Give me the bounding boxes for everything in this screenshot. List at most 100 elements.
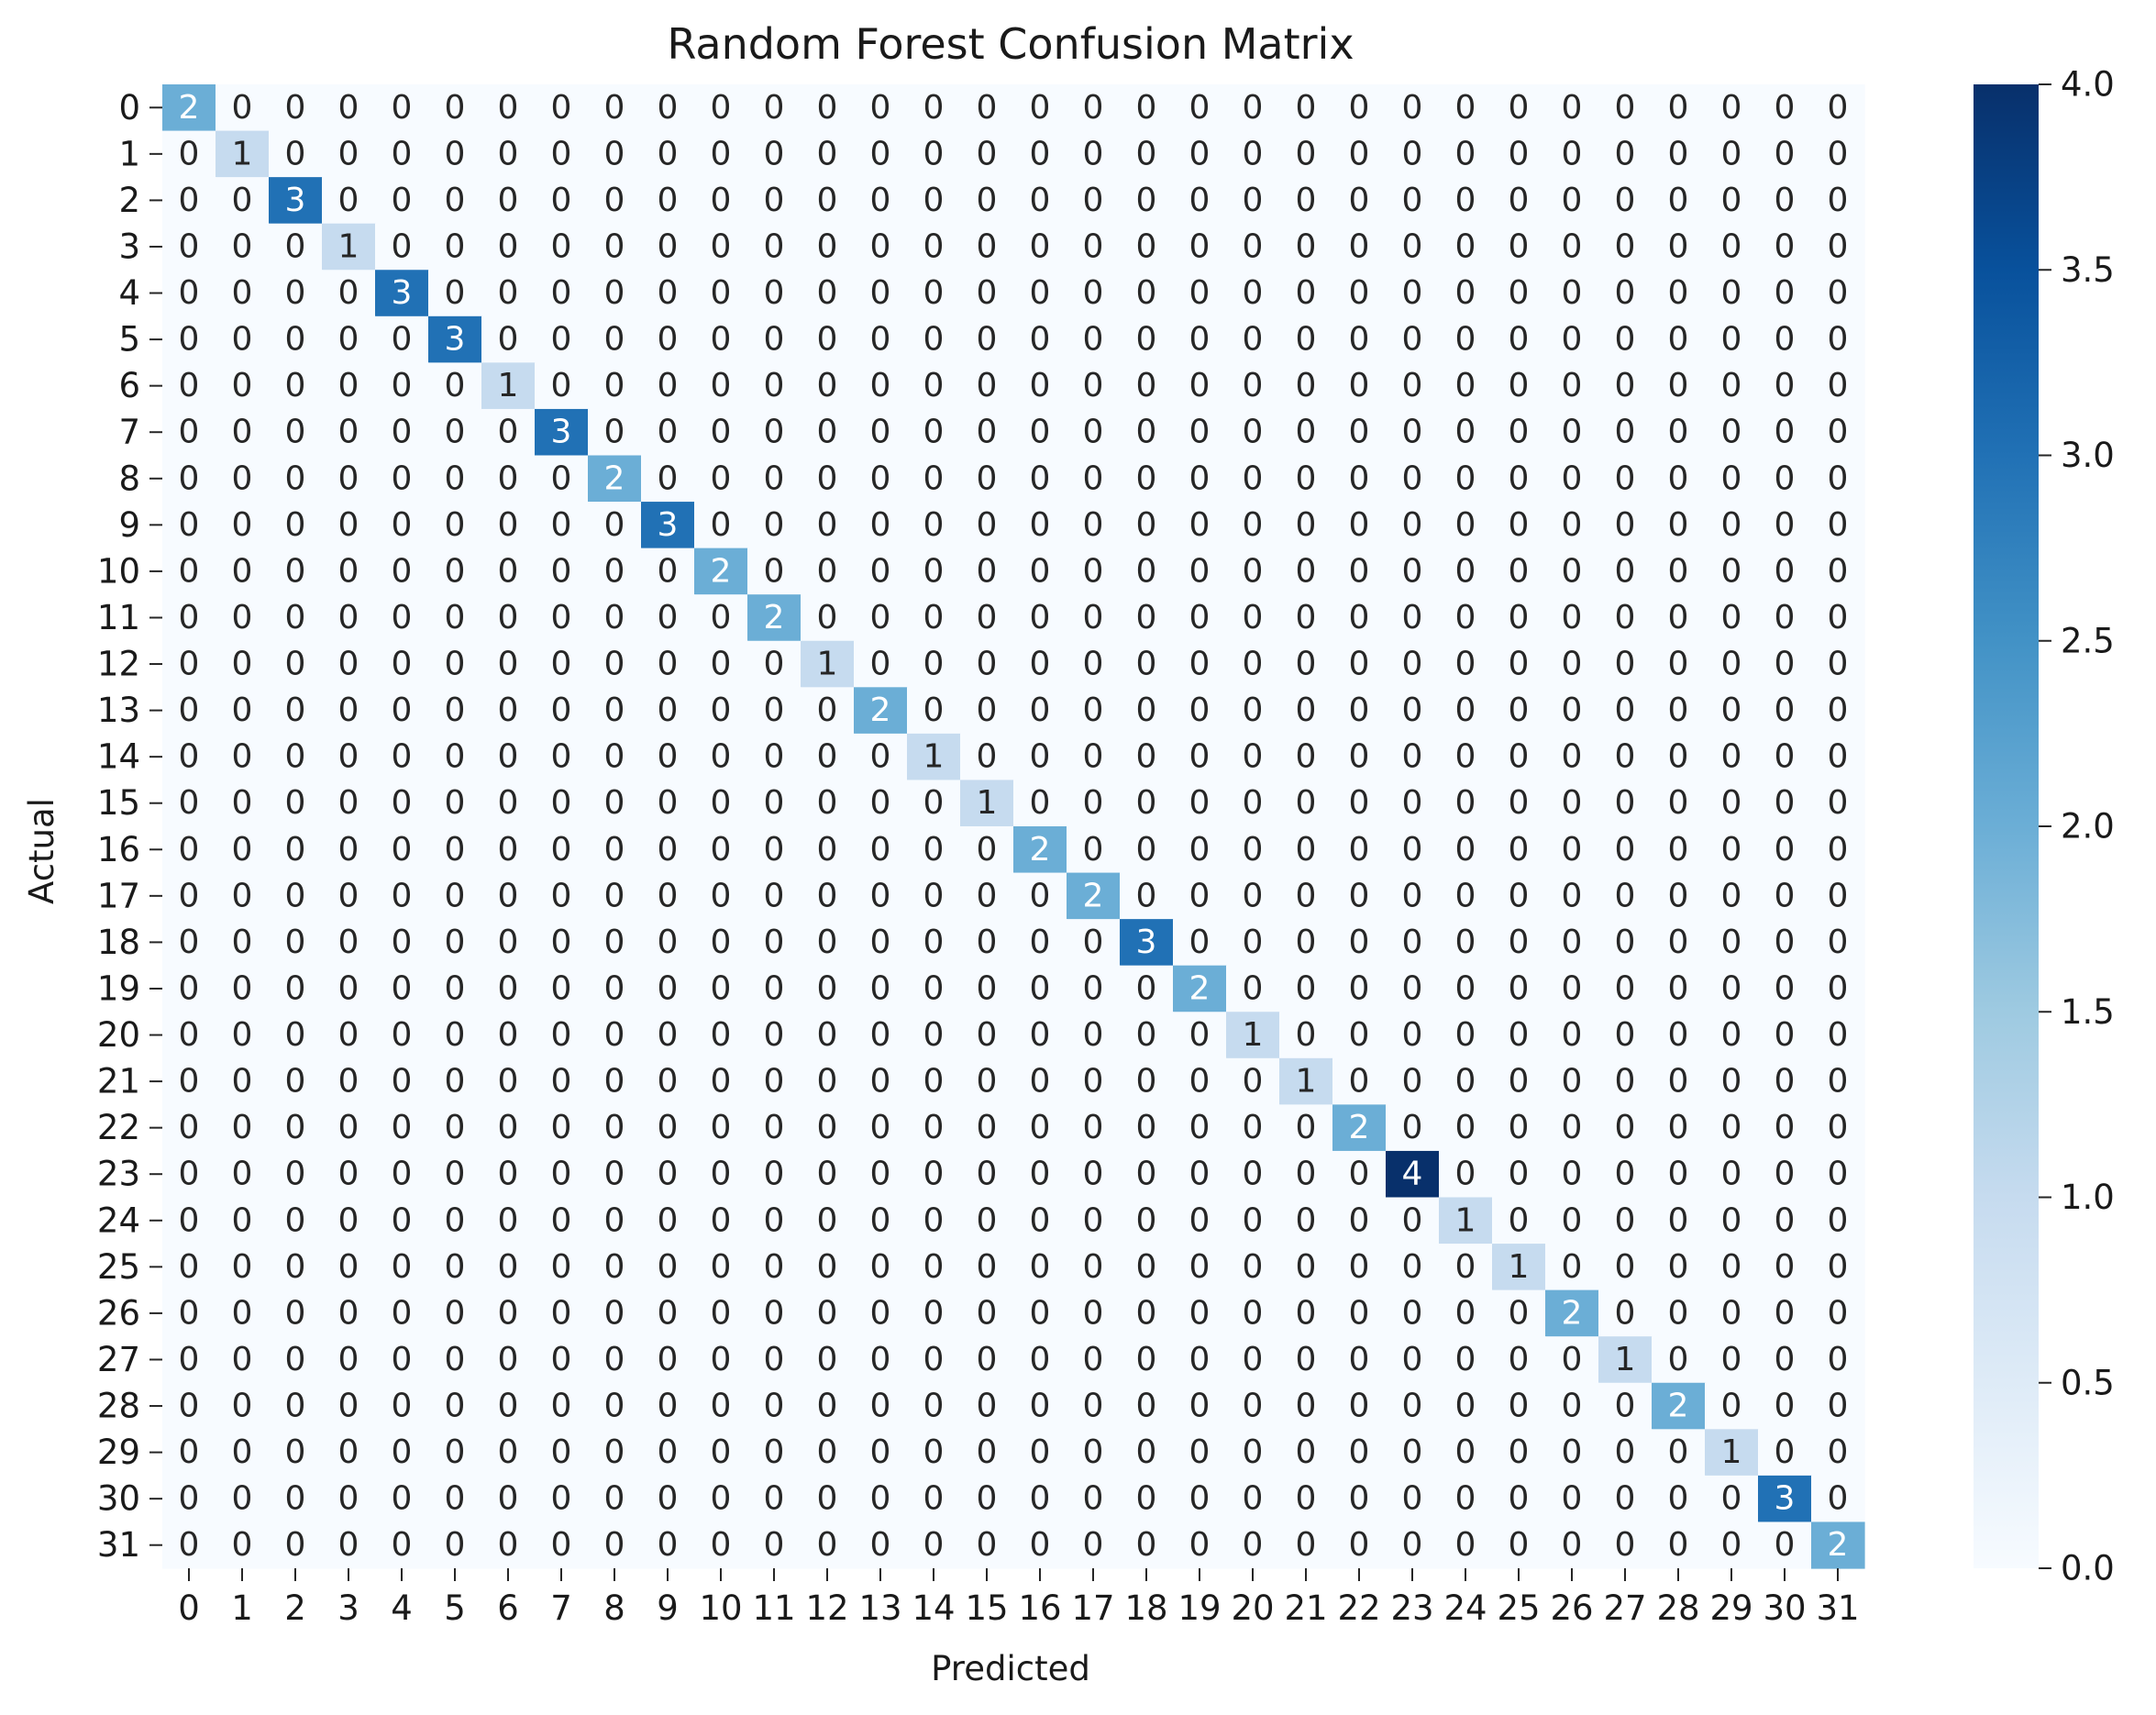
cell-value-label: 0	[1455, 646, 1476, 683]
heatmap-cell	[1492, 177, 1546, 225]
cell-value-label: 0	[1509, 1480, 1530, 1518]
cell-value-label: 0	[179, 1016, 200, 1054]
cell-value-label: 0	[498, 1109, 519, 1146]
cell-value-label: 0	[498, 414, 519, 451]
cell-value-label: 0	[445, 1433, 466, 1471]
cell-value-label: 0	[1296, 367, 1317, 404]
cell-value-label: 0	[1136, 1480, 1157, 1518]
cell-value-label: 0	[392, 1201, 413, 1239]
cell-value-label: 0	[338, 1201, 359, 1239]
cell-value-label: 0	[1030, 227, 1051, 265]
cell-value-label: 0	[1189, 1341, 1211, 1378]
heatmap-cell	[1545, 826, 1599, 874]
heatmap-cell	[162, 130, 216, 178]
x-tick-label: 0	[178, 1588, 200, 1628]
heatmap-cell	[535, 315, 589, 363]
cell-value-label: 0	[1083, 506, 1104, 544]
cell-value-label: 1	[1721, 1433, 1742, 1471]
cell-value-label: 0	[764, 692, 785, 729]
cell-value-label: 0	[392, 321, 413, 359]
cell-value-label: 0	[179, 182, 200, 219]
cell-value-label: 0	[498, 1294, 519, 1332]
cell-value-label: 2	[764, 599, 785, 636]
cell-value-label: 0	[1030, 367, 1051, 404]
cell-value-label: 0	[392, 414, 413, 451]
cell-value-label: 0	[1243, 506, 1264, 544]
cell-value-label: 0	[977, 552, 998, 590]
heatmap-cell	[854, 315, 908, 363]
heatmap-cell	[322, 408, 376, 457]
cell-value-label: 0	[1349, 367, 1370, 404]
heatmap-cell	[1705, 548, 1759, 595]
heatmap-cell	[1705, 362, 1759, 410]
cell-value-label: 0	[1775, 506, 1796, 544]
x-tick-label: 4	[391, 1588, 413, 1628]
cell-value-label: 0	[764, 459, 785, 497]
cell-value-label: 0	[817, 1248, 838, 1286]
heatmap-cell	[1386, 130, 1440, 178]
cell-value-label: 0	[1509, 692, 1530, 729]
cell-value-label: 0	[232, 1294, 253, 1332]
cell-value-label: 0	[1083, 784, 1104, 822]
cell-value-label: 0	[1030, 1480, 1051, 1518]
cell-value-label: 0	[658, 877, 679, 914]
cell-value-label: 0	[1615, 414, 1636, 451]
heatmap-cell	[375, 640, 429, 688]
cell-value-label: 0	[445, 1201, 466, 1239]
cell-value-label: 0	[604, 784, 625, 822]
heatmap-cell	[694, 826, 748, 874]
cell-value-label: 0	[179, 599, 200, 636]
cell-value-label: 0	[1243, 1294, 1264, 1332]
chart-title: Random Forest Confusion Matrix	[667, 19, 1354, 69]
cell-value-label: 0	[1721, 367, 1742, 404]
cell-value-label: 0	[1349, 969, 1370, 1007]
cell-value-label: 0	[1296, 459, 1317, 497]
cell-value-label: 0	[658, 599, 679, 636]
cell-value-label: 0	[1455, 227, 1476, 265]
heatmap-cell	[960, 872, 1014, 920]
heatmap-cell	[1652, 826, 1706, 874]
heatmap-cell	[375, 315, 429, 363]
heatmap-cell	[375, 826, 429, 874]
heatmap-cell	[1120, 826, 1174, 874]
heatmap-cell	[269, 919, 323, 967]
cell-value-label: 0	[870, 784, 891, 822]
cell-value-label: 0	[179, 877, 200, 914]
cell-value-label: 0	[1189, 135, 1211, 172]
cell-value-label: 0	[1243, 599, 1264, 636]
cell-value-label: 0	[977, 646, 998, 683]
cell-value-label: 0	[445, 1156, 466, 1193]
cell-value-label: 0	[551, 89, 572, 127]
cell-value-label: 0	[764, 1388, 785, 1425]
cell-value-label: 0	[445, 1063, 466, 1101]
cell-value-label: 0	[1349, 321, 1370, 359]
cell-value-label: 0	[711, 1156, 732, 1193]
cell-value-label: 0	[1721, 1016, 1742, 1054]
cell-value-label: 0	[285, 692, 306, 729]
cell-value-label: 0	[923, 227, 945, 265]
cell-value-label: 0	[498, 831, 519, 869]
heatmap-cell	[1492, 84, 1546, 132]
cell-value-label: 0	[498, 459, 519, 497]
heatmap-cell	[588, 177, 642, 225]
cell-value-label: 0	[711, 1248, 732, 1286]
heatmap-cell	[801, 177, 855, 225]
heatmap-cell	[428, 733, 482, 781]
heatmap-cell	[1226, 223, 1280, 271]
heatmap-cell	[1279, 687, 1333, 735]
cell-value-label: 0	[977, 506, 998, 544]
heatmap-cell	[1439, 270, 1493, 317]
cell-value-label: 0	[179, 1156, 200, 1193]
cell-value-label: 0	[1828, 367, 1849, 404]
cell-value-label: 0	[977, 1156, 998, 1193]
heatmap-cell	[1492, 223, 1546, 271]
cell-value-label: 0	[1402, 459, 1423, 497]
cell-value-label: 0	[764, 969, 785, 1007]
heatmap-cell	[907, 502, 961, 549]
cell-value-label: 0	[1615, 89, 1636, 127]
cell-value-label: 0	[1828, 1341, 1849, 1378]
cell-value-label: 0	[1083, 692, 1104, 729]
cell-value-label: 0	[1083, 227, 1104, 265]
heatmap-cell	[216, 826, 270, 874]
cell-value-label: 0	[977, 692, 998, 729]
